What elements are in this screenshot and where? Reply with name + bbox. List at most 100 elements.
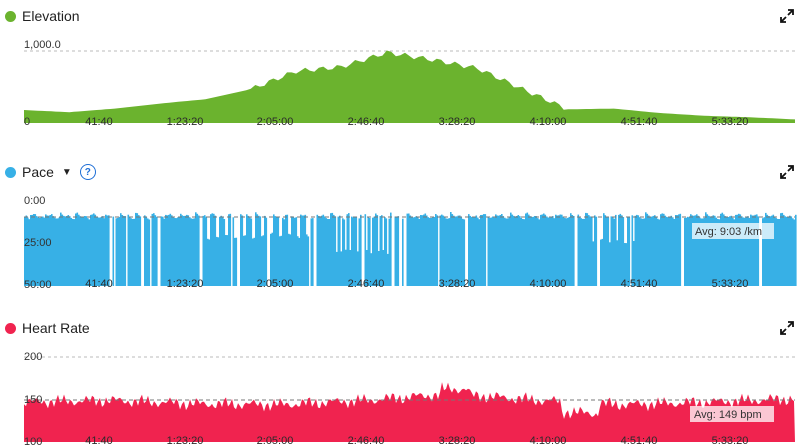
pace-sample — [427, 217, 430, 286]
pace-sample — [265, 217, 268, 286]
pace-sample — [328, 219, 331, 286]
pace-sample — [390, 212, 392, 286]
pace-sample — [775, 218, 778, 286]
pace-sample — [613, 218, 616, 286]
pace-sample — [772, 214, 775, 286]
pace-sample — [355, 216, 358, 286]
pace-sample — [727, 217, 730, 286]
expand-icon[interactable] — [780, 321, 794, 335]
pace-sample — [508, 217, 511, 286]
pace-sample — [370, 253, 373, 286]
expand-icon[interactable] — [780, 165, 794, 179]
pace-sample — [742, 217, 745, 286]
pace-sample — [472, 217, 475, 286]
pace-sample — [357, 251, 359, 286]
pace-sample — [733, 219, 736, 286]
pace-sample — [300, 214, 302, 286]
pace-sample — [288, 233, 290, 286]
pace-sample — [567, 217, 569, 286]
pace-sample — [60, 212, 62, 286]
pace-sample — [453, 215, 455, 286]
pace-sample — [649, 216, 652, 286]
pace-sample — [345, 249, 347, 286]
pace-sample — [504, 217, 506, 286]
pace-sample — [348, 213, 350, 286]
pace-sample — [783, 214, 785, 286]
pace-sample — [489, 217, 491, 286]
pace-sample — [768, 216, 770, 286]
pace-sample — [358, 218, 361, 286]
pace-sample — [129, 216, 131, 286]
pace-sample — [748, 217, 751, 286]
pace-sample — [706, 214, 709, 286]
pace-sample — [543, 213, 545, 286]
heart-rate-x-tick: 4:51:40 — [621, 435, 658, 447]
pace-sample — [169, 213, 172, 286]
pace-sample — [376, 215, 379, 286]
pace-sample — [502, 216, 505, 286]
expand-icon[interactable] — [780, 9, 794, 23]
pace-sample — [705, 212, 707, 286]
elevation-x-tick: 3:28:20 — [439, 116, 476, 128]
pace-sample — [718, 219, 721, 286]
pace-sample — [439, 215, 442, 286]
pace-x-tick: 2:05:00 — [257, 278, 294, 290]
pace-sample — [312, 218, 314, 286]
pace-sample — [738, 213, 740, 286]
pace-sample — [369, 218, 371, 286]
pace-sample — [192, 218, 194, 286]
elevation-x-tick: 4:10:00 — [530, 116, 567, 128]
pace-sample — [529, 216, 532, 286]
pace-sample — [514, 216, 517, 286]
pace-sample — [256, 214, 259, 286]
pace-sample — [379, 216, 382, 286]
pace-sample — [697, 215, 700, 286]
help-icon[interactable]: ? — [79, 164, 96, 180]
pace-sample — [61, 214, 64, 286]
pace-sample — [69, 216, 71, 286]
elevation-y-tick-max: 1,000.0 — [24, 39, 61, 51]
elevation-x-axis: 41:40 1:23:20 2:05:00 2:46:40 3:28:20 4:10:00… — [85, 116, 748, 128]
pace-sample — [306, 234, 308, 286]
pace-x-tick: 1:23:20 — [167, 278, 204, 290]
pace-sample — [64, 216, 67, 286]
pace-sample — [366, 250, 368, 286]
pace-sample — [684, 218, 686, 286]
pace-sample — [135, 212, 137, 286]
pace-sample — [342, 218, 344, 286]
caret-down-icon[interactable]: ▼ — [61, 166, 72, 178]
pace-sample — [330, 213, 332, 286]
pace-sample — [711, 216, 713, 286]
pace-sample — [501, 214, 503, 286]
pace-sample — [193, 218, 196, 286]
pace-sample — [222, 217, 224, 286]
pace-sample — [621, 215, 623, 286]
pace-sample — [694, 215, 697, 286]
pace-sample — [42, 216, 44, 286]
pace-sample — [51, 214, 53, 286]
pace-sample — [388, 218, 391, 286]
pace-sample — [220, 215, 223, 286]
pace-sample — [460, 217, 463, 286]
pace-sample — [525, 213, 527, 286]
pace-sample — [84, 216, 86, 286]
pace-y-tick-2: 50:00 — [24, 279, 52, 290]
pace-sample — [691, 215, 694, 286]
pace-sample — [375, 213, 377, 286]
pace-sample — [532, 216, 535, 286]
pace-sample — [211, 213, 214, 286]
pace-sample — [537, 218, 539, 286]
pace-sample — [732, 217, 734, 286]
pace-sample — [582, 219, 584, 286]
pace-sample — [490, 217, 493, 286]
pace-sample — [774, 216, 776, 286]
pace-sample — [34, 214, 37, 286]
pace-sample — [709, 216, 712, 286]
pace-sample — [769, 216, 772, 286]
pace-sample — [702, 218, 704, 286]
pace-sample — [675, 215, 677, 286]
pace-sample — [340, 251, 343, 286]
pace-sample — [409, 215, 412, 286]
elevation-x-tick: 2:46:40 — [348, 116, 385, 128]
pace-sample — [423, 214, 425, 286]
